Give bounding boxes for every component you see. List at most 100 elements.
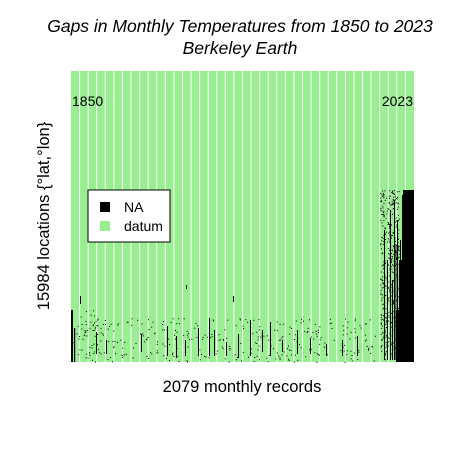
na-mark [391,271,393,273]
na-mark [383,212,385,214]
na-mark [206,336,208,338]
na-mark [289,326,291,328]
na-mark [380,248,382,250]
na-mark [87,357,89,359]
na-mark [274,329,276,331]
na-mark [79,349,81,351]
chart-title-line2: Berkeley Earth [183,38,298,58]
na-mark [380,244,382,246]
na-mark [382,318,384,320]
na-mark [267,361,269,363]
na-mark [391,257,393,259]
na-mark [383,268,385,270]
na-mark [97,318,99,320]
na-mark [219,339,221,341]
na-mark [105,323,106,325]
na-mark [145,339,147,341]
na-mark [93,310,94,312]
na-mark [396,274,398,276]
na-mark [383,197,385,199]
na-mark [81,324,83,325]
na-mark [276,321,278,323]
na-mark [380,323,382,324]
na-mark [388,208,390,210]
na-mark [398,247,400,249]
na-mark [315,331,317,332]
na-mark [383,215,385,217]
na-mark [397,214,399,216]
na-mark [381,240,383,242]
na-mark [307,331,309,332]
na-mark [380,334,382,335]
na-mark [393,300,394,302]
na-mark [97,334,99,335]
na-mark [358,349,360,351]
na-mark [391,203,393,205]
na-mark [387,247,389,249]
na-mark [107,359,109,361]
na-mark [276,330,278,332]
na-mark [380,322,382,324]
na-mark [94,361,96,363]
na-mark [380,243,382,245]
na-mark [257,336,259,338]
na-mark [297,330,298,354]
na-mark [386,317,387,319]
na-mark [383,265,385,267]
na-mark [392,232,394,234]
na-mark [387,222,389,223]
na-mark [347,350,349,352]
na-mark [382,225,384,227]
na-mark [381,253,383,255]
na-mark [398,257,400,259]
na-mark [393,192,395,194]
legend-swatch-datum [100,221,110,231]
na-mark [175,338,177,340]
na-mark [94,322,95,324]
na-mark [102,333,104,335]
na-mark [395,217,397,219]
na-mark [395,243,397,245]
na-mark [174,334,176,336]
na-mark [380,271,382,273]
na-mark [176,348,178,350]
na-mark [73,337,75,339]
na-mark [381,265,383,267]
na-mark [170,322,172,323]
na-mark [398,250,400,252]
na-mark [394,252,396,254]
na-mark [76,333,78,335]
na-mark [380,197,382,199]
na-mark [78,354,80,356]
na-mark [316,353,318,355]
na-mark [358,351,360,353]
na-mark [398,229,400,231]
na-mark [275,358,277,360]
na-mark [256,331,258,333]
na-mark [388,320,389,322]
na-mark [383,216,385,218]
na-mark [398,245,400,247]
na-mark [151,353,153,355]
na-mark [316,333,318,335]
na-mark [383,337,385,339]
na-mark [235,359,237,361]
na-mark [301,318,303,320]
na-mark [385,285,387,287]
na-mark [382,308,384,310]
na-mark [255,342,257,344]
na-mark [92,324,94,326]
na-mark [310,336,312,338]
na-mark [163,355,165,357]
na-mark [223,339,225,341]
na-mark [287,348,288,350]
na-mark [388,300,390,302]
na-mark [381,327,383,329]
na-mark [169,344,171,345]
na-mark [79,336,80,337]
na-mark [253,319,255,321]
na-mark [388,290,390,292]
na-mark [394,194,396,195]
na-mark [390,295,392,297]
na-mark [380,347,382,349]
